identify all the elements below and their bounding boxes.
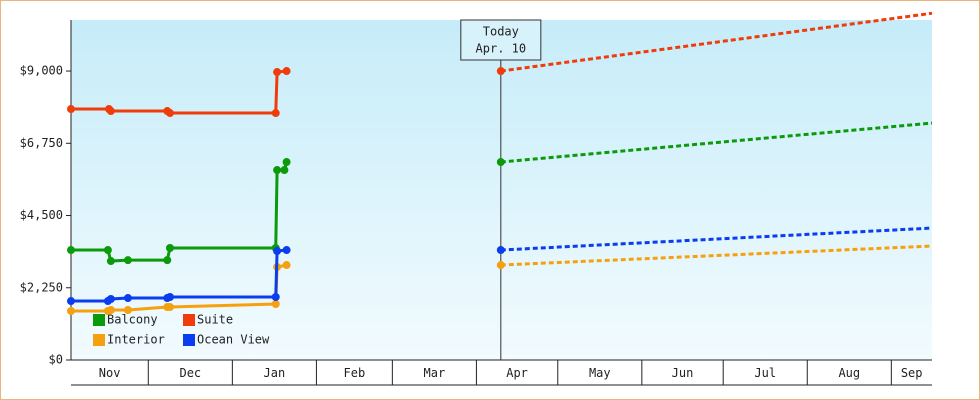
x-tick-label: Apr xyxy=(506,366,528,380)
point xyxy=(282,67,291,76)
y-tick-label: $9,000 xyxy=(20,64,63,78)
point xyxy=(273,68,282,77)
point xyxy=(123,306,132,315)
point xyxy=(273,166,282,175)
point xyxy=(123,294,132,303)
legend-label: Interior xyxy=(107,333,165,347)
point xyxy=(165,244,174,253)
point xyxy=(165,109,174,118)
today-label: Today xyxy=(483,25,519,39)
y-tick-label: $0 xyxy=(49,353,63,367)
legend-label: Suite xyxy=(197,313,233,327)
point xyxy=(496,67,505,76)
x-tick-label: Sep xyxy=(901,366,923,380)
point xyxy=(67,105,75,114)
point xyxy=(271,293,280,302)
y-tick-label: $6,750 xyxy=(20,136,63,150)
point xyxy=(106,107,115,116)
point xyxy=(106,257,115,266)
x-tick-label: Aug xyxy=(838,366,860,380)
point xyxy=(271,300,280,309)
point xyxy=(67,297,75,306)
forecast-line xyxy=(500,121,933,164)
point xyxy=(123,256,132,265)
legend-swatch xyxy=(93,314,105,326)
point xyxy=(496,158,505,167)
legend-swatch xyxy=(183,314,195,326)
y-tick-label: $4,500 xyxy=(20,208,63,222)
x-tick-label: Jun xyxy=(672,366,694,380)
point xyxy=(271,109,280,118)
point xyxy=(165,303,174,312)
plot-area xyxy=(71,20,932,360)
legend-label: Ocean View xyxy=(197,333,270,347)
x-tick-label: Feb xyxy=(344,366,366,380)
legend-swatch xyxy=(93,334,105,346)
x-tick-label: Nov xyxy=(99,366,121,380)
point xyxy=(103,246,112,255)
point xyxy=(67,307,75,316)
today-label: Apr. 10 xyxy=(476,42,527,56)
point xyxy=(280,166,289,175)
x-tick-label: Jul xyxy=(754,366,776,380)
x-tick-label: Dec xyxy=(179,366,201,380)
point xyxy=(273,247,282,256)
point xyxy=(282,261,291,270)
forecast-line xyxy=(500,11,933,73)
x-tick-label: Mar xyxy=(424,366,446,380)
y-tick-label: $2,250 xyxy=(20,280,63,294)
point xyxy=(282,158,291,167)
legend-swatch xyxy=(183,334,195,346)
point xyxy=(165,293,174,302)
point xyxy=(106,306,115,315)
x-tick-label: Jan xyxy=(264,366,286,380)
point xyxy=(163,256,172,265)
today-box xyxy=(460,19,542,61)
point xyxy=(282,246,291,255)
legend-label: Balcony xyxy=(107,313,158,327)
point xyxy=(67,246,75,255)
point xyxy=(496,261,505,270)
point xyxy=(106,294,115,303)
x-tick-label: May xyxy=(589,366,611,380)
point xyxy=(496,246,505,255)
